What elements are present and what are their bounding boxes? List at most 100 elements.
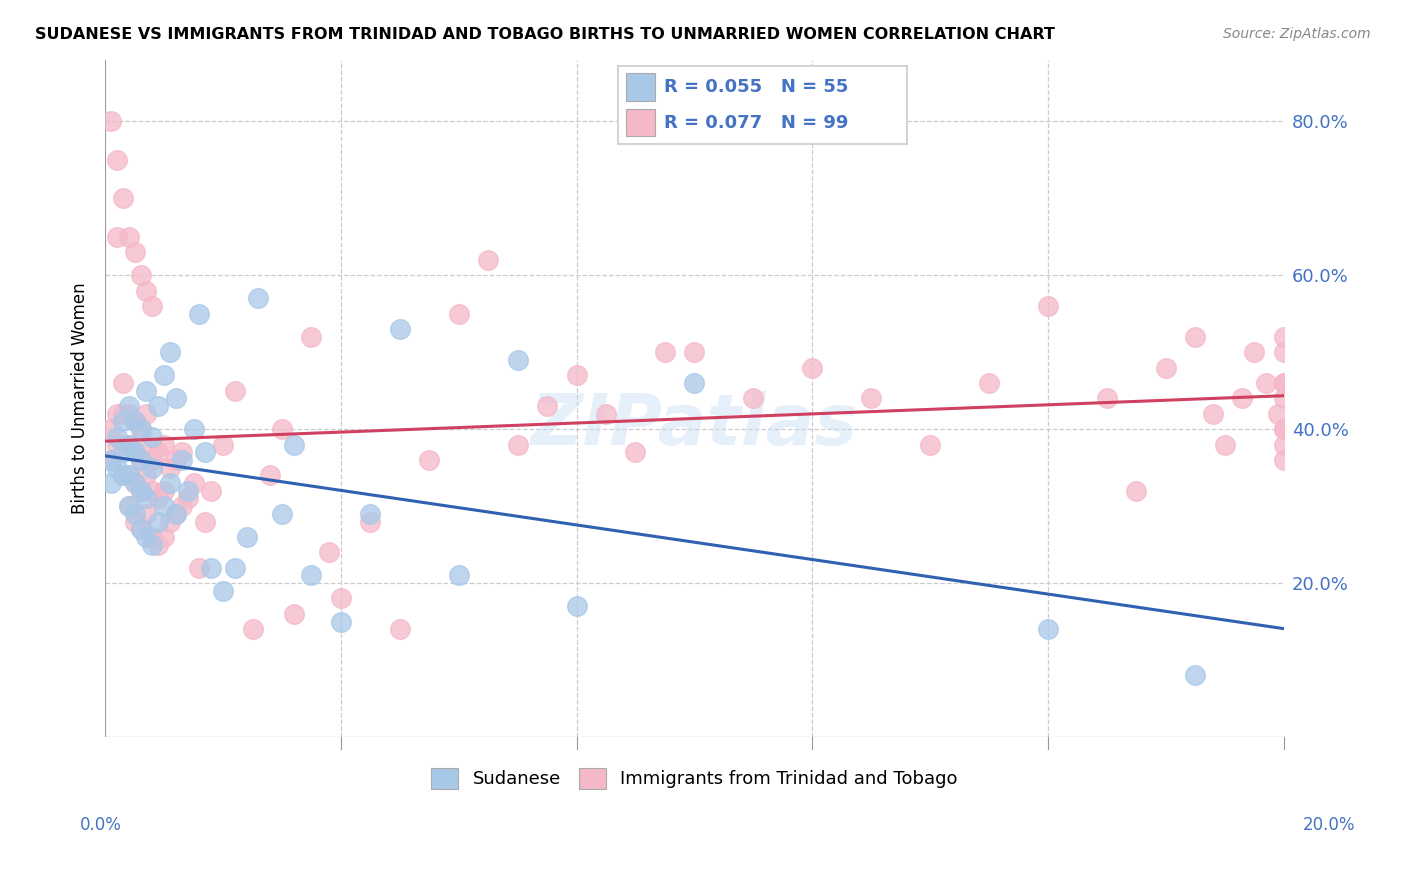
Point [124, 445, 146, 459]
Point [100, 453, 122, 467]
Point [165, 453, 187, 467]
Point [170, 453, 193, 467]
Point [148, 445, 170, 459]
Point [118, 468, 141, 483]
Point [105, 229, 128, 244]
Point [135, 491, 157, 506]
Point [565, 368, 588, 383]
Point [148, 515, 170, 529]
Point [801, 360, 824, 375]
Point [111, 437, 134, 451]
Point [683, 376, 706, 390]
Point [920, 437, 942, 451]
Point [129, 522, 152, 536]
Point [100, 453, 122, 467]
Point [1202, 407, 1225, 421]
Point [283, 437, 305, 451]
Point [141, 299, 163, 313]
Point [1272, 345, 1295, 359]
Point [165, 507, 187, 521]
Point [129, 453, 152, 467]
Point [1036, 622, 1059, 636]
Point [200, 483, 222, 498]
Point [153, 499, 176, 513]
Point [105, 430, 128, 444]
Point [118, 499, 141, 513]
Point [153, 530, 176, 544]
Point [100, 114, 122, 128]
Point [141, 453, 163, 467]
Point [118, 407, 141, 421]
Point [129, 268, 152, 282]
Point [329, 615, 352, 629]
Point [188, 560, 211, 574]
Y-axis label: Births to Unmarried Women: Births to Unmarried Women [72, 283, 89, 514]
Point [447, 307, 470, 321]
Point [477, 252, 499, 267]
Point [1272, 422, 1295, 436]
Point [118, 229, 141, 244]
Point [318, 545, 340, 559]
Point [242, 622, 264, 636]
Point [148, 399, 170, 413]
Point [170, 499, 193, 513]
Point [1272, 437, 1295, 451]
Point [259, 468, 281, 483]
Point [159, 515, 181, 529]
Point [111, 414, 134, 428]
Point [188, 307, 211, 321]
Point [235, 530, 257, 544]
Point [118, 499, 141, 513]
Point [194, 445, 217, 459]
Point [165, 392, 187, 406]
Point [176, 483, 198, 498]
Point [1154, 360, 1177, 375]
Point [159, 345, 181, 359]
Point [129, 483, 152, 498]
Text: 0.0%: 0.0% [80, 816, 122, 834]
Point [111, 376, 134, 390]
Point [105, 153, 128, 167]
Point [183, 422, 205, 436]
Point [1272, 376, 1295, 390]
Point [111, 445, 134, 459]
Point [301, 330, 323, 344]
Point [153, 437, 176, 451]
Point [159, 460, 181, 475]
Point [124, 515, 146, 529]
Point [506, 352, 529, 367]
Point [1184, 668, 1206, 682]
Point [111, 191, 134, 205]
Point [388, 622, 411, 636]
Point [111, 468, 134, 483]
Point [129, 483, 152, 498]
Point [124, 245, 146, 260]
Point [860, 392, 883, 406]
Point [271, 507, 294, 521]
Point [100, 475, 122, 490]
Point [1125, 483, 1147, 498]
Point [129, 422, 152, 436]
Point [1272, 376, 1295, 390]
Point [135, 507, 157, 521]
Point [118, 437, 141, 451]
Point [271, 422, 294, 436]
Point [153, 483, 176, 498]
Point [194, 515, 217, 529]
Point [135, 468, 157, 483]
Point [329, 591, 352, 606]
Text: Source: ZipAtlas.com: Source: ZipAtlas.com [1223, 27, 1371, 41]
Point [1243, 345, 1265, 359]
Point [124, 475, 146, 490]
Point [1267, 407, 1289, 421]
Point [1272, 392, 1295, 406]
Point [301, 568, 323, 582]
Point [111, 407, 134, 421]
Point [212, 437, 235, 451]
Point [135, 384, 157, 398]
Text: ZIPatlas: ZIPatlas [530, 391, 858, 460]
Point [1184, 330, 1206, 344]
Point [506, 437, 529, 451]
Point [148, 538, 170, 552]
Point [388, 322, 411, 336]
